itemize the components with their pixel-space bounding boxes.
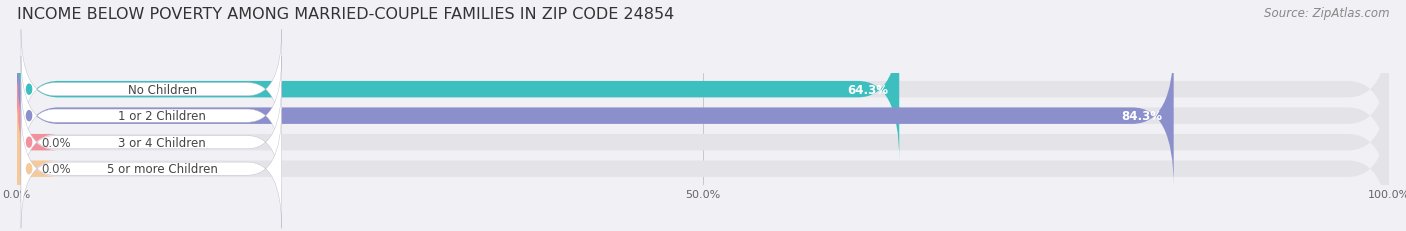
FancyBboxPatch shape bbox=[17, 19, 1389, 161]
FancyBboxPatch shape bbox=[17, 72, 1389, 214]
Text: 3 or 4 Children: 3 or 4 Children bbox=[118, 136, 207, 149]
FancyBboxPatch shape bbox=[21, 57, 281, 176]
Circle shape bbox=[27, 85, 32, 95]
Text: 64.3%: 64.3% bbox=[848, 83, 889, 96]
FancyBboxPatch shape bbox=[21, 109, 281, 228]
Circle shape bbox=[27, 111, 32, 121]
Text: 5 or more Children: 5 or more Children bbox=[107, 162, 218, 175]
FancyBboxPatch shape bbox=[17, 98, 1389, 231]
FancyBboxPatch shape bbox=[0, 98, 58, 231]
FancyBboxPatch shape bbox=[0, 72, 58, 214]
FancyBboxPatch shape bbox=[17, 45, 1174, 187]
FancyBboxPatch shape bbox=[17, 45, 1389, 187]
Text: No Children: No Children bbox=[128, 83, 197, 96]
Text: INCOME BELOW POVERTY AMONG MARRIED-COUPLE FAMILIES IN ZIP CODE 24854: INCOME BELOW POVERTY AMONG MARRIED-COUPL… bbox=[17, 7, 673, 22]
Text: 84.3%: 84.3% bbox=[1122, 110, 1163, 123]
Text: 0.0%: 0.0% bbox=[42, 162, 72, 175]
FancyBboxPatch shape bbox=[21, 30, 281, 149]
Circle shape bbox=[27, 164, 32, 174]
Text: Source: ZipAtlas.com: Source: ZipAtlas.com bbox=[1264, 7, 1389, 20]
Circle shape bbox=[27, 138, 32, 148]
FancyBboxPatch shape bbox=[17, 19, 900, 161]
Text: 1 or 2 Children: 1 or 2 Children bbox=[118, 110, 207, 123]
Text: 0.0%: 0.0% bbox=[42, 136, 72, 149]
FancyBboxPatch shape bbox=[21, 83, 281, 202]
